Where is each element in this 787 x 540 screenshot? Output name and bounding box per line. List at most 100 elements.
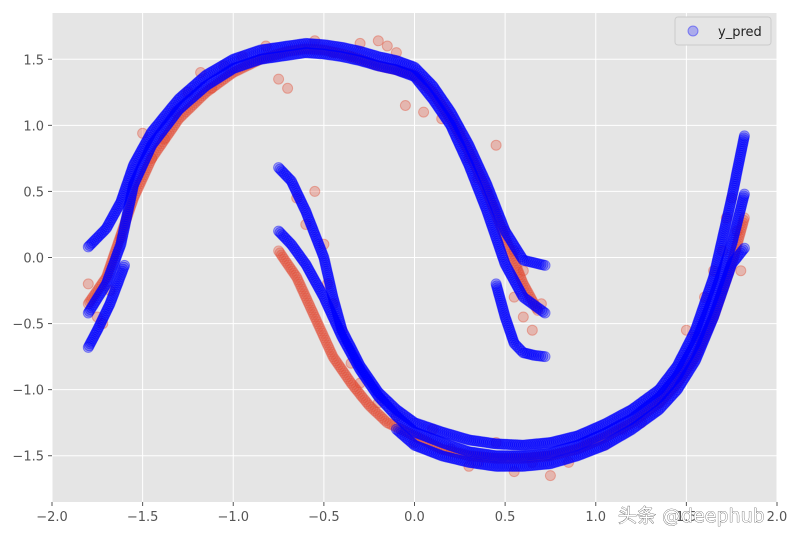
observed-point (315, 44, 327, 56)
predicted-point (105, 214, 117, 226)
observed-point (728, 248, 740, 260)
predicted-point (336, 41, 348, 53)
predicted-point (84, 240, 96, 251)
predicted-point (196, 73, 207, 85)
predicted-point (318, 39, 330, 51)
observed-point (467, 155, 479, 167)
observed-point (118, 220, 130, 232)
observed-point (453, 128, 465, 140)
observed-point (717, 282, 729, 294)
predicted-point (457, 129, 469, 141)
predicted-point (111, 203, 123, 215)
predicted-point (537, 259, 549, 271)
observed-point (245, 58, 257, 70)
observed-point (485, 452, 497, 464)
predicted-point (517, 254, 529, 266)
predicted-point (294, 38, 306, 50)
observed-point (372, 408, 384, 420)
observed-point (336, 48, 348, 60)
observed-point (695, 339, 707, 351)
observed-point (367, 403, 379, 415)
observed-point (146, 152, 158, 164)
observed-point (447, 117, 459, 129)
predicted-point (738, 188, 750, 200)
observed-point (330, 355, 342, 367)
observed-point (502, 452, 514, 464)
observed-point (438, 103, 450, 115)
predicted-point (446, 108, 458, 120)
observed-point (441, 107, 453, 119)
observed-point (390, 47, 402, 59)
predicted-point (139, 154, 151, 166)
predicted-point (431, 86, 443, 98)
predicted-point (290, 39, 302, 51)
observed-point (448, 119, 460, 131)
observed-point (732, 236, 744, 248)
observed-point (470, 451, 482, 462)
observed-point (296, 283, 308, 295)
observed-point (213, 77, 225, 89)
predicted-point (472, 159, 484, 171)
observed-point (273, 73, 285, 85)
observed-point (316, 327, 328, 339)
observed-point (683, 361, 694, 373)
predicted-point (187, 81, 198, 93)
predicted-point (330, 41, 342, 52)
observed-point (468, 157, 480, 169)
observed-point (370, 59, 382, 71)
predicted-point (82, 307, 94, 319)
predicted-point (350, 44, 362, 56)
predicted-point (103, 217, 115, 229)
observed-point (456, 133, 468, 145)
observed-point (509, 257, 521, 269)
predicted-point (116, 232, 128, 244)
predicted-point (99, 224, 111, 236)
observed-point (147, 150, 159, 162)
observed-point (535, 451, 547, 463)
observed-point (720, 212, 732, 224)
observed-point (295, 43, 307, 55)
observed-point (178, 107, 190, 119)
observed-point (671, 370, 683, 382)
predicted-point (126, 165, 138, 176)
predicted-point (515, 251, 527, 263)
observed-point (419, 79, 431, 91)
observed-point (504, 243, 516, 255)
observed-point (370, 406, 382, 418)
observed-point (399, 67, 411, 78)
observed-point (715, 289, 727, 301)
observed-point (691, 348, 702, 360)
observed-point (433, 442, 445, 454)
predicted-point (392, 55, 404, 67)
observed-point (125, 199, 137, 211)
predicted-point (128, 177, 140, 189)
predicted-point (470, 154, 481, 166)
observed-point (282, 259, 294, 271)
observed-point (506, 250, 518, 262)
observed-point (597, 432, 608, 444)
observed-point (331, 357, 343, 369)
predicted-point (456, 127, 468, 139)
predicted-point (368, 49, 380, 61)
observed-point (458, 449, 470, 460)
observed-point (687, 355, 699, 367)
observed-point (365, 401, 377, 413)
predicted-point (102, 272, 114, 284)
observed-point (643, 405, 655, 416)
predicted-point (96, 285, 108, 297)
predicted-point (183, 84, 195, 96)
predicted-point (340, 42, 352, 54)
observed-point (470, 162, 482, 174)
x-tick-label: −2.0 (36, 510, 68, 525)
observed-point (647, 402, 659, 413)
observed-point (324, 344, 336, 356)
observed-point (501, 236, 513, 248)
predicted-point (459, 132, 471, 144)
observed-point (133, 180, 145, 192)
predicted-point (132, 170, 144, 182)
observed-point (404, 428, 416, 440)
observed-point (707, 313, 718, 325)
predicted-point (274, 41, 286, 53)
observed-point (287, 45, 299, 57)
observed-point (86, 292, 98, 304)
